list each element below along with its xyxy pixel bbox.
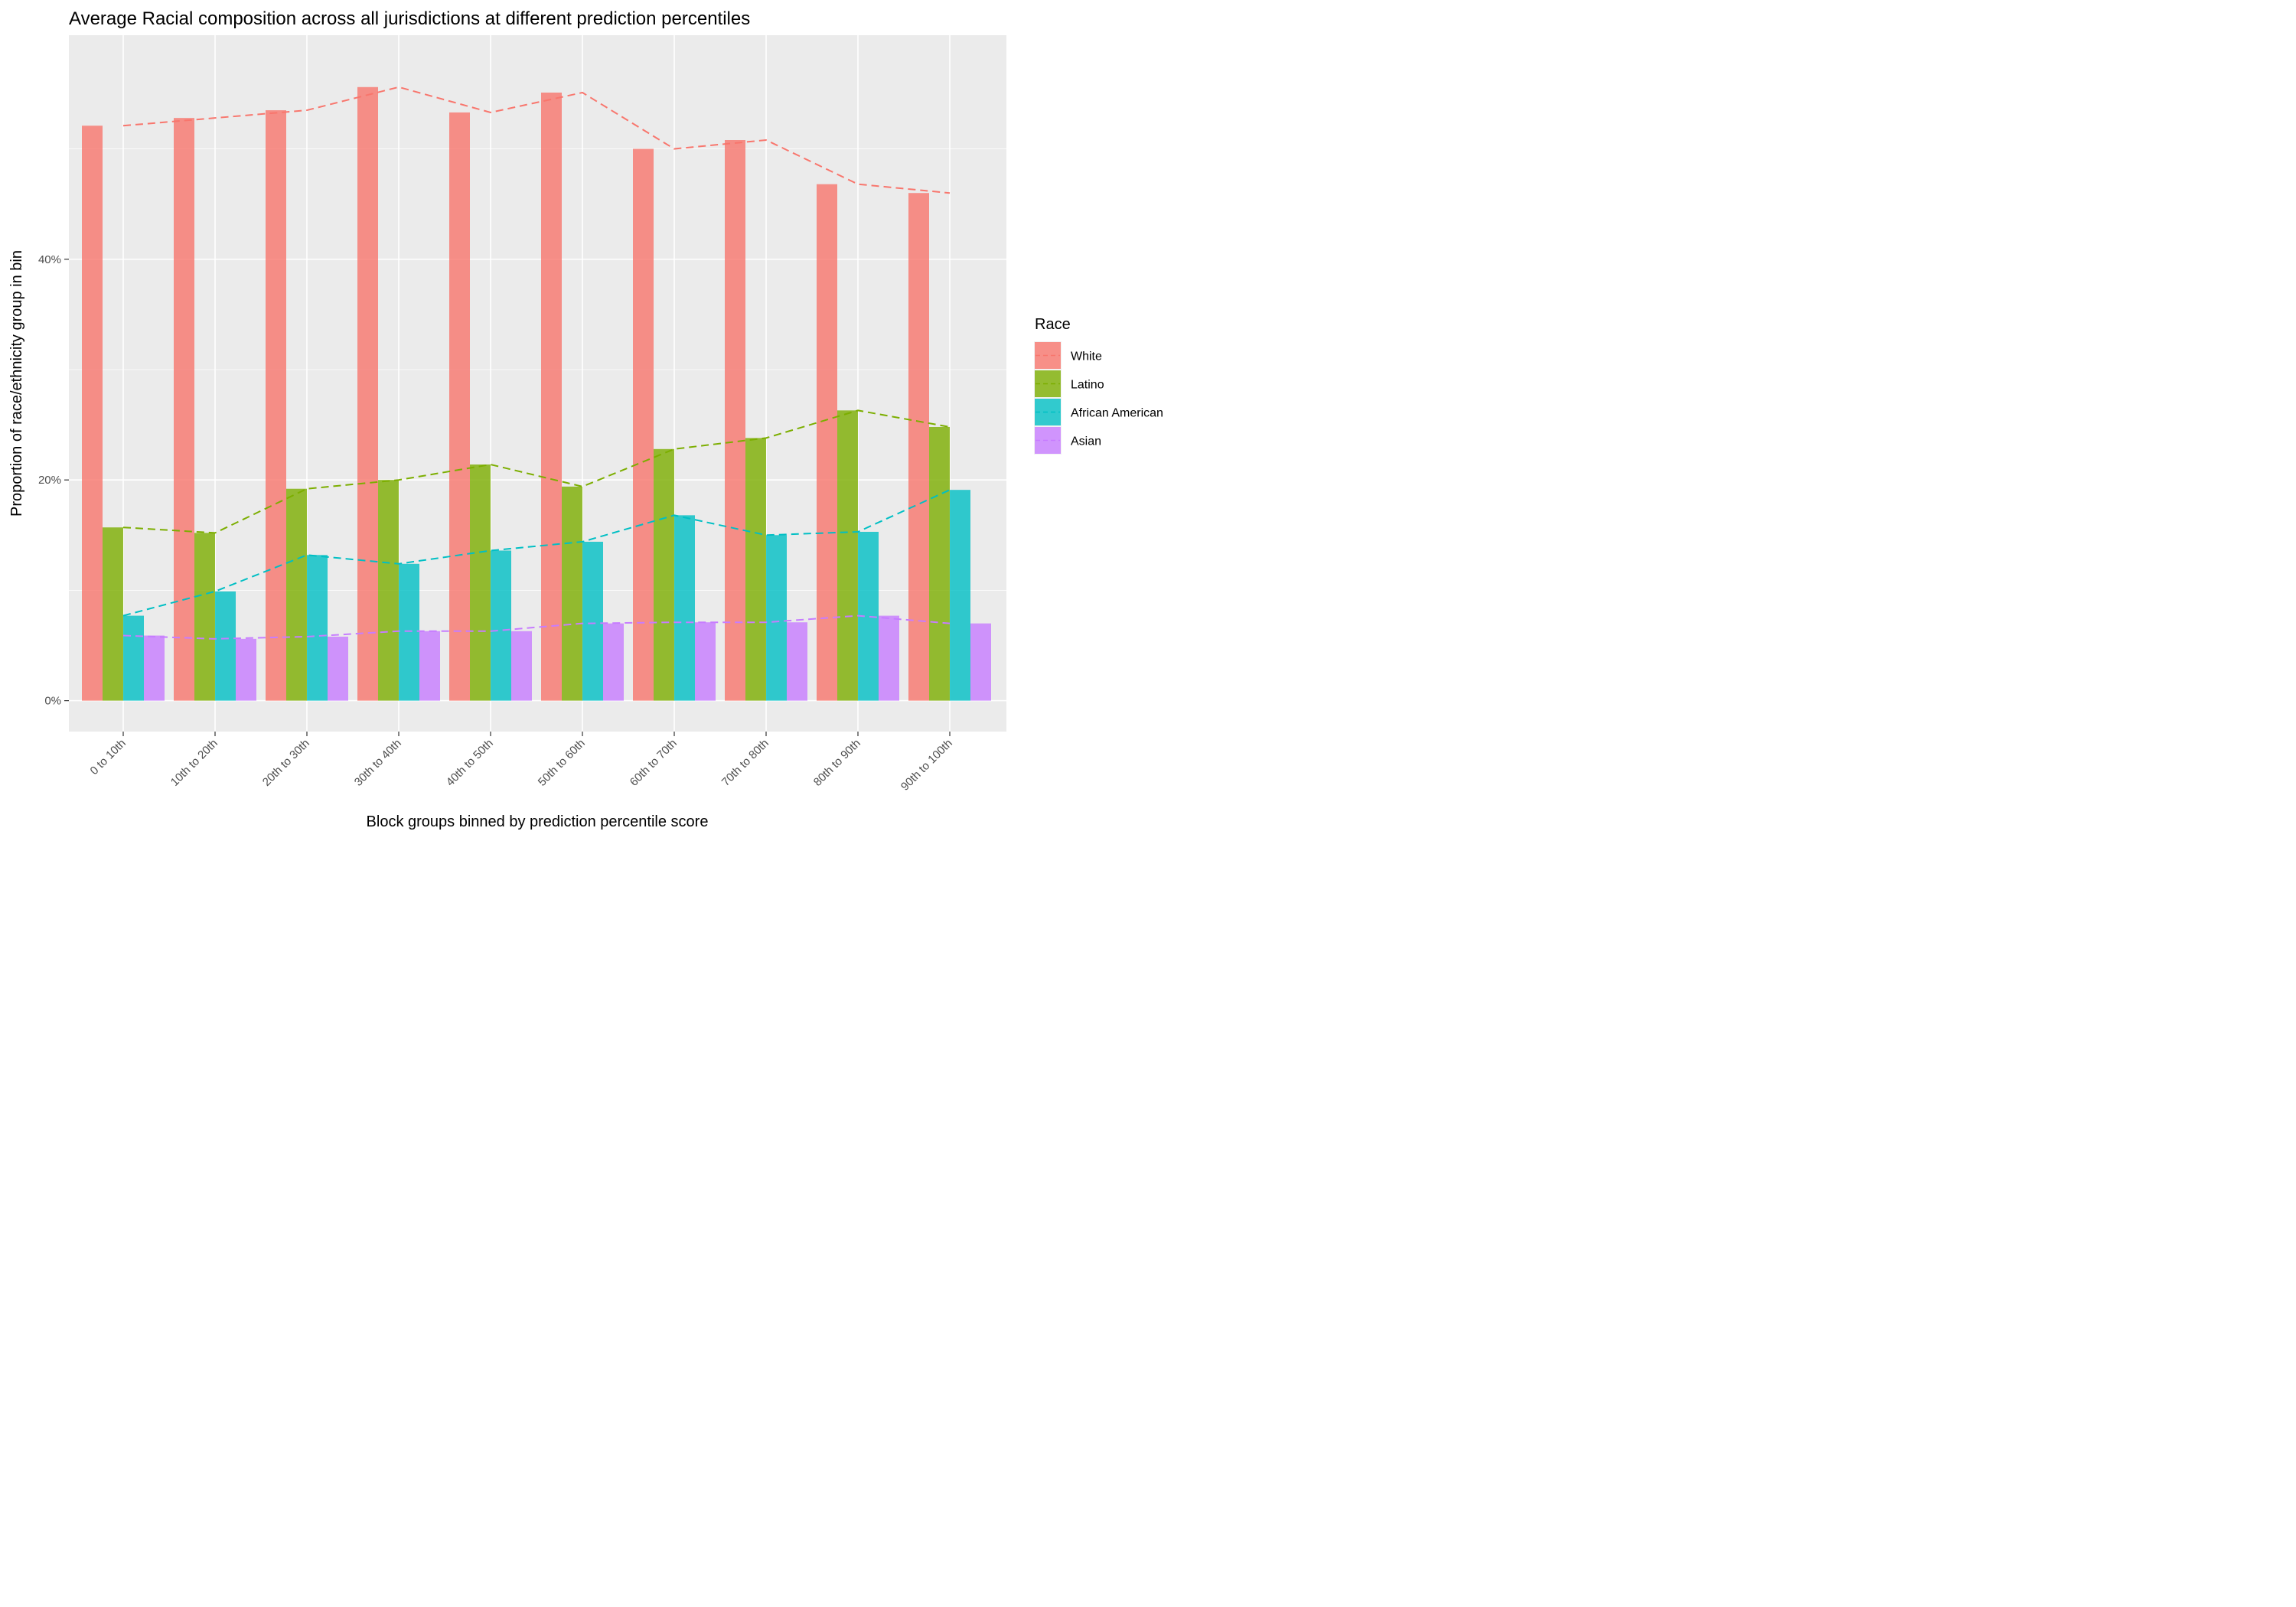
- legend-title: Race: [1035, 316, 1071, 333]
- x-axis-title: Block groups binned by prediction percen…: [367, 813, 709, 830]
- legend-label: White: [1071, 350, 1102, 363]
- y-tick-label: 20%: [38, 474, 61, 487]
- bar-african-american: African American — 30th to 40th: 12.4%: [399, 563, 419, 701]
- bar-white: White — 60th to 70th: 50%: [633, 148, 654, 701]
- bar-asian: Asian — 80th to 90th: 7.7%: [879, 615, 899, 701]
- bar-white: White — 0 to 10th: 52.1%: [82, 125, 103, 701]
- x-tick-label: 90th to 100th: [899, 737, 955, 794]
- y-axis-title: Proportion of race/ethnicity group in bi…: [8, 250, 25, 517]
- line-white: [122, 86, 951, 194]
- y-axis-ticks: 0% 20% 40%: [38, 253, 69, 708]
- bar-white: White — 20th to 30th: 53.5%: [266, 110, 286, 701]
- bar-asian: Asian — 40th to 50th: 6.3%: [511, 631, 532, 701]
- bar-african-american: African American — 0 to 10th: 7.7%: [123, 615, 144, 701]
- bar-white: White — 80th to 90th: 46.8%: [817, 184, 837, 701]
- x-tick-label: 80th to 90th: [811, 737, 863, 789]
- x-tick-label: 10th to 20th: [168, 737, 220, 789]
- bar-african-american: African American — 60th to 70th: 16.8%: [674, 515, 695, 701]
- x-axis-ticks: 0 to 10th 10th to 20th 20th to 30th 30th to…: [88, 732, 955, 794]
- bar-white: White — 10th to 20th: 52.8%: [174, 118, 194, 701]
- bar-white: White — 70th to 80th: 50.8%: [725, 140, 745, 701]
- bar-asian: Asian — 30th to 40th: 6.3%: [419, 631, 440, 701]
- bar-white: White — 90th to 100th: 46%: [908, 193, 929, 701]
- bar-latino: Latino — 50th to 60th: 19.4%: [562, 486, 582, 701]
- x-tick-label: 70th to 80th: [719, 737, 771, 789]
- bar-latino: Latino — 70th to 80th: 23.8%: [745, 438, 766, 701]
- trend-lines: [122, 86, 951, 640]
- chart-title: Average Racial composition across all ju…: [69, 8, 750, 29]
- bar-asian: Asian — 50th to 60th: 7%: [603, 623, 624, 701]
- bar-latino: Latino — 40th to 50th: 21.4%: [470, 464, 491, 701]
- bar-latino: Latino — 10th to 20th: 15.2%: [194, 533, 215, 701]
- legend-label: African American: [1071, 407, 1163, 420]
- bar-asian: Asian — 0 to 10th: 5.9%: [144, 635, 165, 701]
- y-tick-label: 0%: [44, 695, 61, 708]
- bar-asian: Asian — 70th to 80th: 7.1%: [787, 622, 807, 701]
- bar-african-american: African American — 20th to 30th: 13.2%: [307, 555, 328, 701]
- line-asian: [122, 614, 951, 640]
- legend: Race White Latino African American Asian: [1034, 316, 1163, 455]
- legend-label: Asian: [1071, 435, 1101, 448]
- line-latino: [122, 409, 951, 534]
- bar-latino: Latino — 80th to 90th: 26.3%: [837, 410, 858, 701]
- bars: White — 0 to 10th: 52.1% White — 10th to …: [82, 86, 991, 701]
- bar-latino: Latino — 0 to 10th: 15.7%: [103, 527, 123, 701]
- bar-latino: Latino — 20th to 30th: 19.2%: [286, 488, 307, 701]
- bar-african-american: African American — 70th to 80th: 15%: [766, 535, 787, 701]
- bar-latino: Latino — 30th to 40th: 20%: [378, 480, 399, 701]
- x-tick-label: 60th to 70th: [628, 737, 680, 789]
- bar-latino: Latino — 60th to 70th: 22.8%: [654, 448, 674, 701]
- bar-latino: Latino — 90th to 100th: 24.8%: [929, 426, 950, 701]
- chart: Average Racial composition across all ju…: [8, 8, 1163, 830]
- x-tick-label: 50th to 60th: [536, 737, 588, 789]
- y-tick-label: 40%: [38, 253, 61, 266]
- bar-asian: Asian — 20th to 30th: 5.8%: [328, 636, 348, 701]
- x-tick-label: 20th to 30th: [260, 737, 312, 789]
- bar-asian: Asian — 10th to 20th: 5.6%: [236, 638, 256, 701]
- legend-label: Latino: [1071, 379, 1104, 392]
- bar-african-american: African American — 50th to 60th: 14.4%: [582, 541, 603, 701]
- bar-white: White — 40th to 50th: 53.3%: [449, 112, 470, 701]
- bar-african-american: African American — 40th to 50th: 13.6%: [491, 550, 511, 701]
- x-tick-label: 40th to 50th: [444, 737, 496, 789]
- bar-african-american: African American — 90th to 100th: 19.1%: [950, 490, 970, 701]
- bar-african-american: African American — 10th to 20th: 9.9%: [215, 591, 236, 701]
- x-tick-label: 0 to 10th: [88, 737, 129, 777]
- x-tick-label: 30th to 40th: [352, 737, 404, 789]
- bar-white: White — 30th to 40th: 55.6%: [357, 86, 378, 701]
- bar-asian: Asian — 60th to 70th: 7.1%: [695, 622, 716, 701]
- bar-white: White — 50th to 60th: 55.1%: [541, 92, 562, 701]
- bar-asian: Asian — 90th to 100th: 7%: [970, 623, 991, 701]
